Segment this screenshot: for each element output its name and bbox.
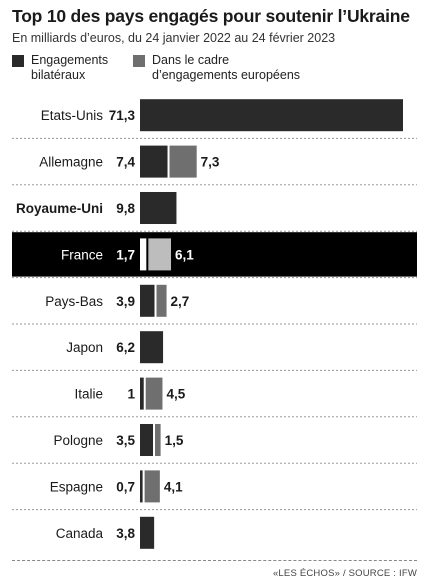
category-label-6: Italie — [74, 387, 103, 402]
bilateral-value-6: 1 — [127, 387, 135, 402]
category-label-0: Etats-Unis — [41, 108, 104, 123]
european-bar-3 — [148, 238, 172, 271]
bilateral-value-3: 1,7 — [116, 247, 135, 262]
bilateral-bar-6 — [140, 377, 144, 410]
category-label-2: Royaume-Uni — [16, 201, 103, 216]
european-bar-7 — [155, 424, 161, 456]
bilateral-bar-2 — [140, 192, 177, 224]
bilateral-bar-5 — [140, 331, 164, 364]
chart-subtitle: En milliards d’euros, du 24 janvier 2022… — [12, 31, 336, 45]
bilateral-bar-3 — [140, 238, 147, 271]
european-value-1: 7,3 — [201, 155, 220, 170]
european-value-4: 2,7 — [171, 294, 190, 309]
legend-bilateral-swatch — [12, 55, 24, 67]
european-bar-8 — [144, 470, 160, 503]
bilateral-bar-4 — [140, 284, 155, 317]
bilateral-value-1: 7,4 — [116, 155, 135, 170]
bilateral-value-4: 3,9 — [116, 294, 135, 309]
bilateral-value-7: 3,5 — [116, 433, 135, 448]
european-value-8: 4,1 — [164, 479, 183, 494]
category-label-1: Allemagne — [39, 155, 103, 170]
highlight-row-3 — [12, 232, 417, 277]
bilateral-value-0: 71,3 — [109, 108, 136, 123]
bilateral-bar-7 — [140, 424, 154, 456]
source-note: «LES ÉCHOS» / SOURCE : IFW — [272, 568, 417, 579]
category-label-5: Japon — [66, 340, 103, 355]
chart-title: Top 10 des pays engagés pour soutenir l’… — [12, 6, 410, 26]
legend-european-label: Dans le cadre d’engagements européens — [152, 53, 301, 82]
european-value-3: 6,1 — [175, 247, 194, 262]
legend-bilateral-label: Engagements bilatéraux — [31, 53, 109, 82]
category-label-8: Espagne — [50, 479, 103, 494]
category-label-7: Pologne — [53, 433, 103, 448]
bilateral-bar-1 — [140, 145, 168, 178]
european-value-7: 1,5 — [165, 433, 184, 448]
european-value-6: 4,5 — [166, 387, 185, 402]
european-bar-6 — [145, 377, 163, 410]
bilateral-bar-8 — [140, 470, 143, 503]
bilateral-bar-0 — [140, 99, 403, 132]
european-bar-4 — [156, 284, 167, 317]
bar-chart: Etats-Unis 71,3 Allemagne 7,4 7,3 Royaume-Uni… — [12, 99, 417, 549]
legend-european-swatch — [133, 55, 145, 67]
european-bar-1 — [169, 145, 197, 178]
bottom-divider — [12, 560, 417, 561]
bilateral-value-5: 6,2 — [116, 340, 135, 355]
bilateral-bar-9 — [140, 516, 155, 549]
bilateral-value-9: 3,8 — [116, 526, 135, 541]
bilateral-value-2: 9,8 — [116, 201, 135, 216]
category-label-9: Canada — [56, 526, 104, 541]
bilateral-value-8: 0,7 — [116, 479, 135, 494]
category-label-4: Pays-Bas — [45, 294, 103, 309]
category-label-3: France — [61, 247, 103, 262]
